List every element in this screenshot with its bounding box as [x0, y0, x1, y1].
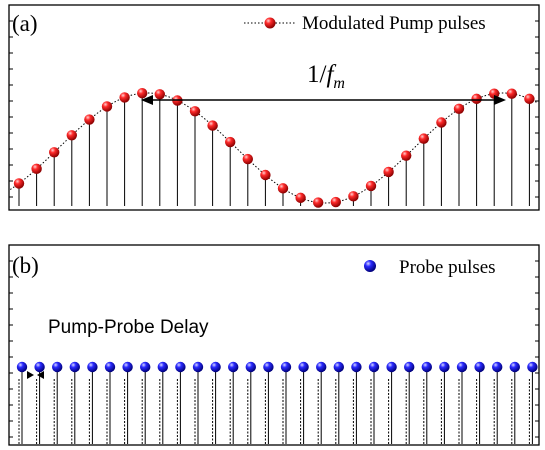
- panel-a: (a) Modulated Pump pulses 1/fm: [8, 4, 540, 211]
- panel-b-frame: [8, 244, 540, 446]
- pump-pulse-marker: [154, 89, 165, 100]
- pump-pulse-marker: [225, 136, 236, 148]
- probe-pulse-marker: [52, 361, 63, 373]
- pump-pulse-marker: [260, 169, 271, 181]
- probe-pulse-marker: [210, 361, 221, 373]
- pump-pulse-marker: [313, 197, 324, 208]
- pump-pulse-marker: [365, 180, 377, 192]
- pump-pulse-marker: [13, 178, 25, 189]
- probe-pulse-marker: [509, 361, 520, 373]
- panel-a-axis-ticks: [9, 20, 539, 198]
- probe-pulse-marker: [316, 361, 327, 373]
- probe-pulse-marker: [298, 361, 309, 373]
- panel-b: (b) Probe pulses Pump-Probe Delay: [8, 244, 540, 446]
- modulation-envelope: [9, 92, 537, 204]
- pump-pulse-marker: [242, 153, 253, 165]
- probe-pulse-marker: [368, 361, 380, 373]
- arrowhead-right: [494, 95, 506, 105]
- probe-pulse-lines: [21, 367, 533, 444]
- probe-pulse-marker: [122, 361, 133, 373]
- probe-pulse-marker: [16, 361, 28, 373]
- panel-a-frame: [8, 4, 540, 211]
- pump-pulse-marker: [348, 191, 359, 202]
- probe-pulse-marker: [527, 361, 538, 373]
- pump-pulse-marker: [277, 183, 289, 194]
- probe-pulse-marker: [351, 361, 362, 373]
- red-sphere-marker-icon: [264, 17, 276, 29]
- pump-pulse-marker: [401, 150, 412, 161]
- pump-pulse-marker: [436, 117, 447, 128]
- probe-pulse-marker: [386, 361, 397, 373]
- legend-probe-label: Probe pulses: [399, 257, 496, 278]
- probe-pulse-marker: [157, 361, 168, 373]
- probe-pulse-markers: [16, 361, 538, 373]
- pump-pulse-marker: [524, 93, 535, 105]
- pump-pulse-marker: [101, 101, 113, 112]
- panel-a-label: (a): [12, 11, 38, 36]
- pump-pulse-marker: [84, 114, 95, 125]
- probe-pulse-marker: [421, 361, 432, 373]
- probe-pulse-marker: [34, 361, 45, 373]
- pump-pulse-marker: [418, 133, 429, 144]
- pump-pulse-marker: [383, 166, 394, 178]
- pump-pulse-markers: [13, 88, 535, 208]
- pump-pulse-marker: [137, 88, 148, 99]
- probe-pulse-marker: [175, 361, 186, 373]
- probe-pulse-marker: [492, 361, 503, 373]
- blue-sphere-marker-icon: [364, 260, 376, 272]
- panel-b-axis-ticks: [9, 260, 539, 438]
- pump-pulse-marker: [49, 147, 60, 158]
- probe-pulse-marker: [404, 361, 415, 373]
- delay-arrows-icon: [27, 371, 44, 379]
- probe-pulse-marker: [192, 361, 204, 373]
- pump-pulse-marker: [31, 163, 42, 175]
- probe-pulse-marker: [439, 361, 450, 373]
- pump-probe-delay-label: Pump-Probe Delay: [48, 317, 209, 338]
- probe-pulse-marker: [263, 361, 274, 373]
- pump-pulse-marker: [207, 120, 218, 131]
- panel-b-legend: Probe pulses: [364, 257, 496, 278]
- probe-pulse-marker: [87, 361, 98, 373]
- probe-pulse-marker: [474, 361, 485, 373]
- delay-arrow-right: [27, 371, 34, 379]
- pump-pulse-marker: [471, 93, 482, 105]
- probe-pulse-marker: [456, 361, 468, 373]
- pump-pulse-lines: [18, 93, 530, 206]
- pump-pulse-marker: [453, 103, 465, 115]
- probe-pulse-marker: [228, 361, 239, 373]
- period-arrow: [141, 95, 506, 105]
- pump-pulse-marker: [295, 192, 306, 204]
- probe-pulse-marker: [69, 361, 81, 373]
- probe-pulse-marker: [245, 361, 256, 373]
- pump-pulse-marker: [66, 130, 78, 141]
- pump-pulse-marker: [189, 106, 201, 117]
- legend-pump-label: Modulated Pump pulses: [302, 13, 486, 34]
- pump-reference-lines: [18, 379, 530, 444]
- probe-pulse-marker: [333, 361, 344, 373]
- modulation-period-label: 1/fm: [307, 61, 345, 92]
- panel-b-label: (b): [12, 253, 39, 278]
- probe-pulse-marker: [104, 361, 116, 373]
- probe-pulse-marker: [140, 361, 151, 373]
- panel-a-legend: Modulated Pump pulses: [244, 13, 486, 34]
- probe-pulse-marker: [280, 361, 292, 373]
- pump-pulse-marker: [330, 196, 341, 208]
- pump-pulse-marker: [119, 92, 130, 103]
- pump-pulse-marker: [506, 88, 517, 99]
- arrowhead-left: [141, 95, 153, 105]
- delay-arrow-left: [37, 371, 44, 379]
